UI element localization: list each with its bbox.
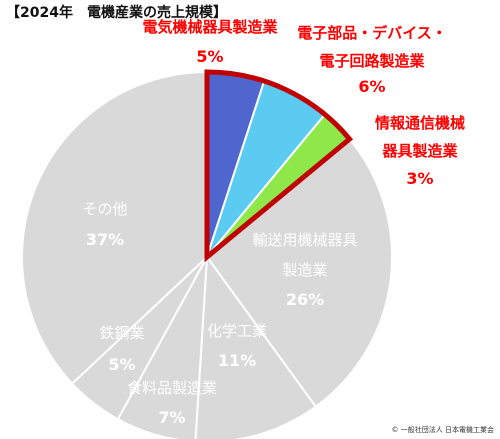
slice-label-2: 電子部品・デバイス・ [297,24,447,42]
slice-value-8: 37% [86,230,124,249]
slice-value-3: 3% [406,169,433,188]
slice-value-7: 5% [108,355,135,374]
slice-value-5: 11% [218,351,256,370]
slice-label-5: 化学工業 [207,322,267,340]
pie-slice-4 [205,137,393,409]
slice-value-6: 7% [158,408,185,427]
slice-label-3: 器具製造業 [381,142,458,160]
pie-slice-5 [194,254,318,439]
slice-label-1: 電気機械器具製造業 [142,18,278,36]
slice-label-4: 輸送用機械器具 [252,231,357,249]
highlight-border [204,69,354,263]
copyright-credit: © 一般社団法人 日本電機工業会 [391,426,494,434]
slice-label-4: 製造業 [282,261,327,279]
slice-label-8: その他 [82,200,127,218]
pie-slice-8 [21,70,208,386]
chart-title: 【2024年 電機産業の売上規模】 [6,5,227,21]
slice-value-2: 6% [358,77,385,96]
slice-label-7: 鉄鋼業 [99,324,144,342]
slice-label-6: 食料品製造業 [127,379,217,397]
slice-value-4: 26% [286,290,324,309]
slice-label-2: 電子回路製造業 [319,52,425,70]
slice-label-3: 情報通信機械 [375,114,465,132]
slice-value-1: 5% [196,47,223,66]
